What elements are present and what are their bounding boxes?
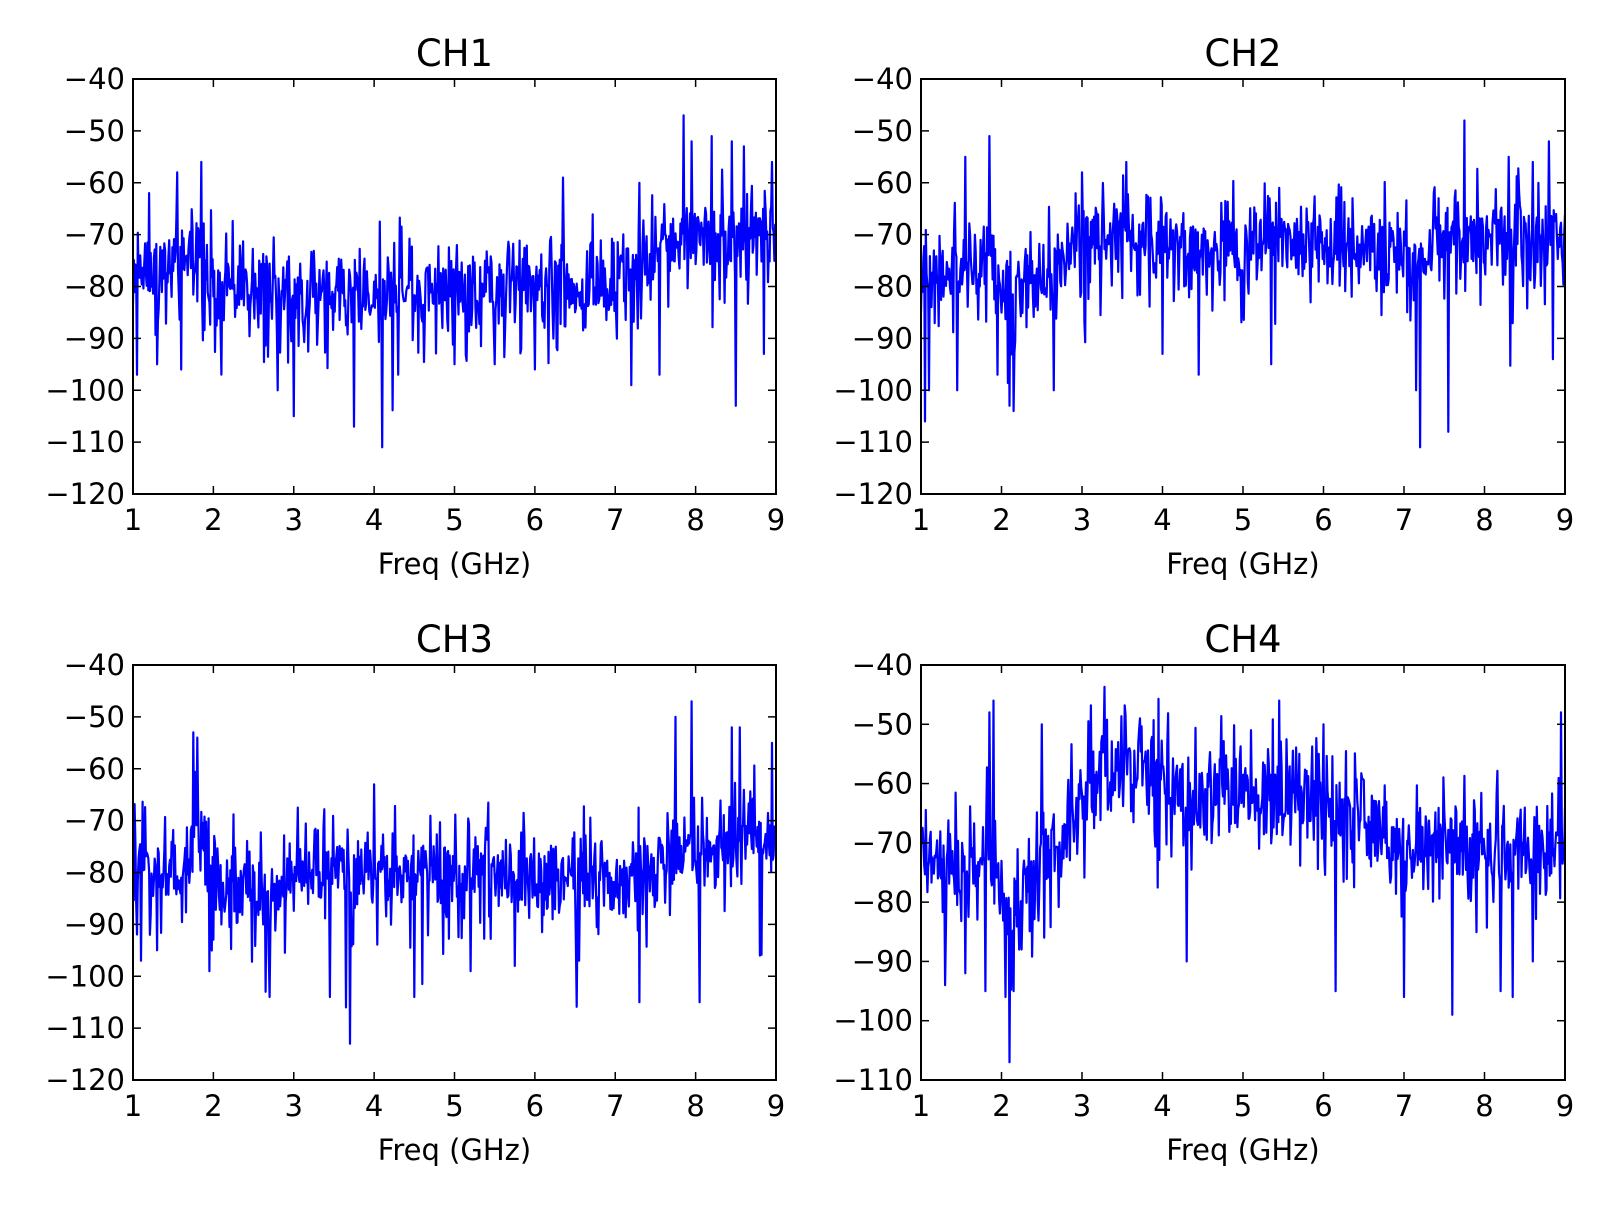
series-line xyxy=(921,685,1565,1064)
y-tick-label: −50 xyxy=(852,114,913,148)
y-tick-label: −60 xyxy=(64,752,125,786)
x-tick-label: 3 xyxy=(1073,1089,1091,1123)
x-tick-label: 8 xyxy=(686,503,704,537)
x-tick-label: 1 xyxy=(912,1089,930,1123)
y-tick-label: −110 xyxy=(45,425,125,459)
x-tick-label: 8 xyxy=(1475,503,1493,537)
y-tick-label: −100 xyxy=(833,1004,913,1038)
x-tick-label: 4 xyxy=(1153,1089,1171,1123)
y-tick-label: −80 xyxy=(852,885,913,919)
y-tick-label: −100 xyxy=(45,959,125,993)
x-tick-label: 1 xyxy=(912,503,930,537)
subplot-title: CH3 xyxy=(416,618,493,661)
x-tick-label: 8 xyxy=(686,1089,704,1123)
y-tick-label: −60 xyxy=(64,166,125,200)
x-tick-label: 6 xyxy=(526,1089,544,1123)
y-tick-label: −110 xyxy=(833,1063,913,1097)
x-tick-label: 7 xyxy=(606,1089,624,1123)
y-tick-label: −80 xyxy=(64,270,125,304)
x-tick-label: 8 xyxy=(1475,1089,1493,1123)
x-tick-label: 5 xyxy=(445,1089,463,1123)
series-line xyxy=(921,119,1565,449)
x-axis-label: Freq (GHz) xyxy=(1166,547,1319,581)
y-tick-label: −40 xyxy=(64,62,125,96)
y-tick-label: −50 xyxy=(64,114,125,148)
subplot-3: 1 2 3 4 5 6 7 8 9 −40 −50 −60 −70 −80 −90 −100 −110 −120 C… xyxy=(45,618,785,1167)
x-tick-label: 4 xyxy=(1153,503,1171,537)
x-tick-label: 3 xyxy=(285,1089,303,1123)
subplot-title: CH4 xyxy=(1204,618,1281,661)
x-tick-label: 9 xyxy=(767,1089,785,1123)
y-tick-label: −50 xyxy=(64,700,125,734)
x-tick-label: 9 xyxy=(767,503,785,537)
y-tick-label: −40 xyxy=(852,62,913,96)
y-tick-label: −90 xyxy=(852,944,913,978)
y-tick-label: −80 xyxy=(852,270,913,304)
y-tick-label: −100 xyxy=(833,373,913,407)
x-tick-label: 7 xyxy=(1395,503,1413,537)
x-tick-label: 3 xyxy=(285,503,303,537)
x-axis-label: Freq (GHz) xyxy=(378,1133,531,1167)
x-tick-label: 3 xyxy=(1073,503,1091,537)
y-tick-label: −120 xyxy=(45,1063,125,1097)
y-tick-label: −70 xyxy=(852,826,913,860)
y-tick-label: −90 xyxy=(852,321,913,355)
y-tick-label: −110 xyxy=(45,1011,125,1045)
series-line xyxy=(133,114,776,449)
x-axis-label: Freq (GHz) xyxy=(1166,1133,1319,1167)
x-tick-label: 5 xyxy=(1234,1089,1252,1123)
x-tick-label: 2 xyxy=(204,503,222,537)
x-tick-label: 6 xyxy=(526,503,544,537)
x-tick-label: 5 xyxy=(1234,503,1252,537)
x-tick-label: 4 xyxy=(365,1089,383,1123)
y-tick-label: −120 xyxy=(45,477,125,511)
y-tick-label: −50 xyxy=(852,707,913,741)
subplot-1: 1 2 3 4 5 6 7 8 9 −40 −50 −60 −70 −80 −90 −100 −110 −120 C… xyxy=(45,32,785,581)
subplot-2: 1 2 3 4 5 6 7 8 9 −40 −50 −60 −70 −80 −90 −100 −110 −120 C… xyxy=(833,32,1574,581)
x-tick-label: 5 xyxy=(445,503,463,537)
y-tick-label: −120 xyxy=(833,477,913,511)
x-axis-label: Freq (GHz) xyxy=(378,547,531,581)
y-tick-label: −100 xyxy=(45,373,125,407)
x-tick-label: 4 xyxy=(365,503,383,537)
y-tick-label: −60 xyxy=(852,166,913,200)
y-tick-label: −90 xyxy=(64,321,125,355)
x-tick-label: 9 xyxy=(1556,503,1574,537)
x-tick-label: 1 xyxy=(124,503,142,537)
x-tick-label: 6 xyxy=(1314,1089,1332,1123)
y-tick-label: −110 xyxy=(833,425,913,459)
x-tick-label: 2 xyxy=(204,1089,222,1123)
x-tick-label: 1 xyxy=(124,1089,142,1123)
y-tick-label: −60 xyxy=(852,767,913,801)
subplot-4: 1 2 3 4 5 6 7 8 9 −40 −50 −60 −70 −80 −90 −100 −110 CH4 Fr… xyxy=(833,618,1574,1167)
x-tick-label: 9 xyxy=(1556,1089,1574,1123)
y-tick-label: −90 xyxy=(64,907,125,941)
y-tick-label: −40 xyxy=(852,648,913,682)
y-tick-label: −80 xyxy=(64,856,125,890)
x-tick-label: 7 xyxy=(606,503,624,537)
x-tick-label: 2 xyxy=(992,503,1010,537)
subplot-title: CH2 xyxy=(1204,32,1281,75)
y-tick-label: −40 xyxy=(64,648,125,682)
y-tick-label: −70 xyxy=(64,218,125,252)
x-tick-label: 6 xyxy=(1314,503,1332,537)
x-tick-label: 7 xyxy=(1395,1089,1413,1123)
series-line xyxy=(133,700,776,1045)
y-tick-label: −70 xyxy=(64,804,125,838)
subplot-title: CH1 xyxy=(416,32,493,75)
x-tick-label: 2 xyxy=(992,1089,1010,1123)
y-tick-label: −70 xyxy=(852,218,913,252)
